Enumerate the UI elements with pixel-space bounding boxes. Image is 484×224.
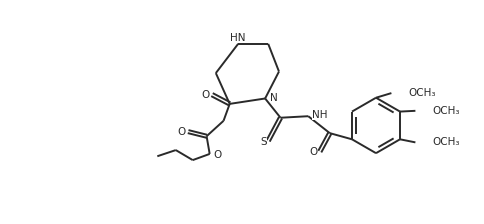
Text: NH: NH [311,110,327,121]
Text: HN: HN [229,33,244,43]
Text: S: S [260,137,266,147]
Text: OCH₃: OCH₃ [431,106,459,116]
Text: O: O [200,90,209,100]
Text: O: O [309,147,317,157]
Text: O: O [177,127,185,137]
Text: O: O [213,150,221,160]
Text: OCH₃: OCH₃ [408,88,435,98]
Text: N: N [269,93,277,103]
Text: OCH₃: OCH₃ [431,137,459,147]
